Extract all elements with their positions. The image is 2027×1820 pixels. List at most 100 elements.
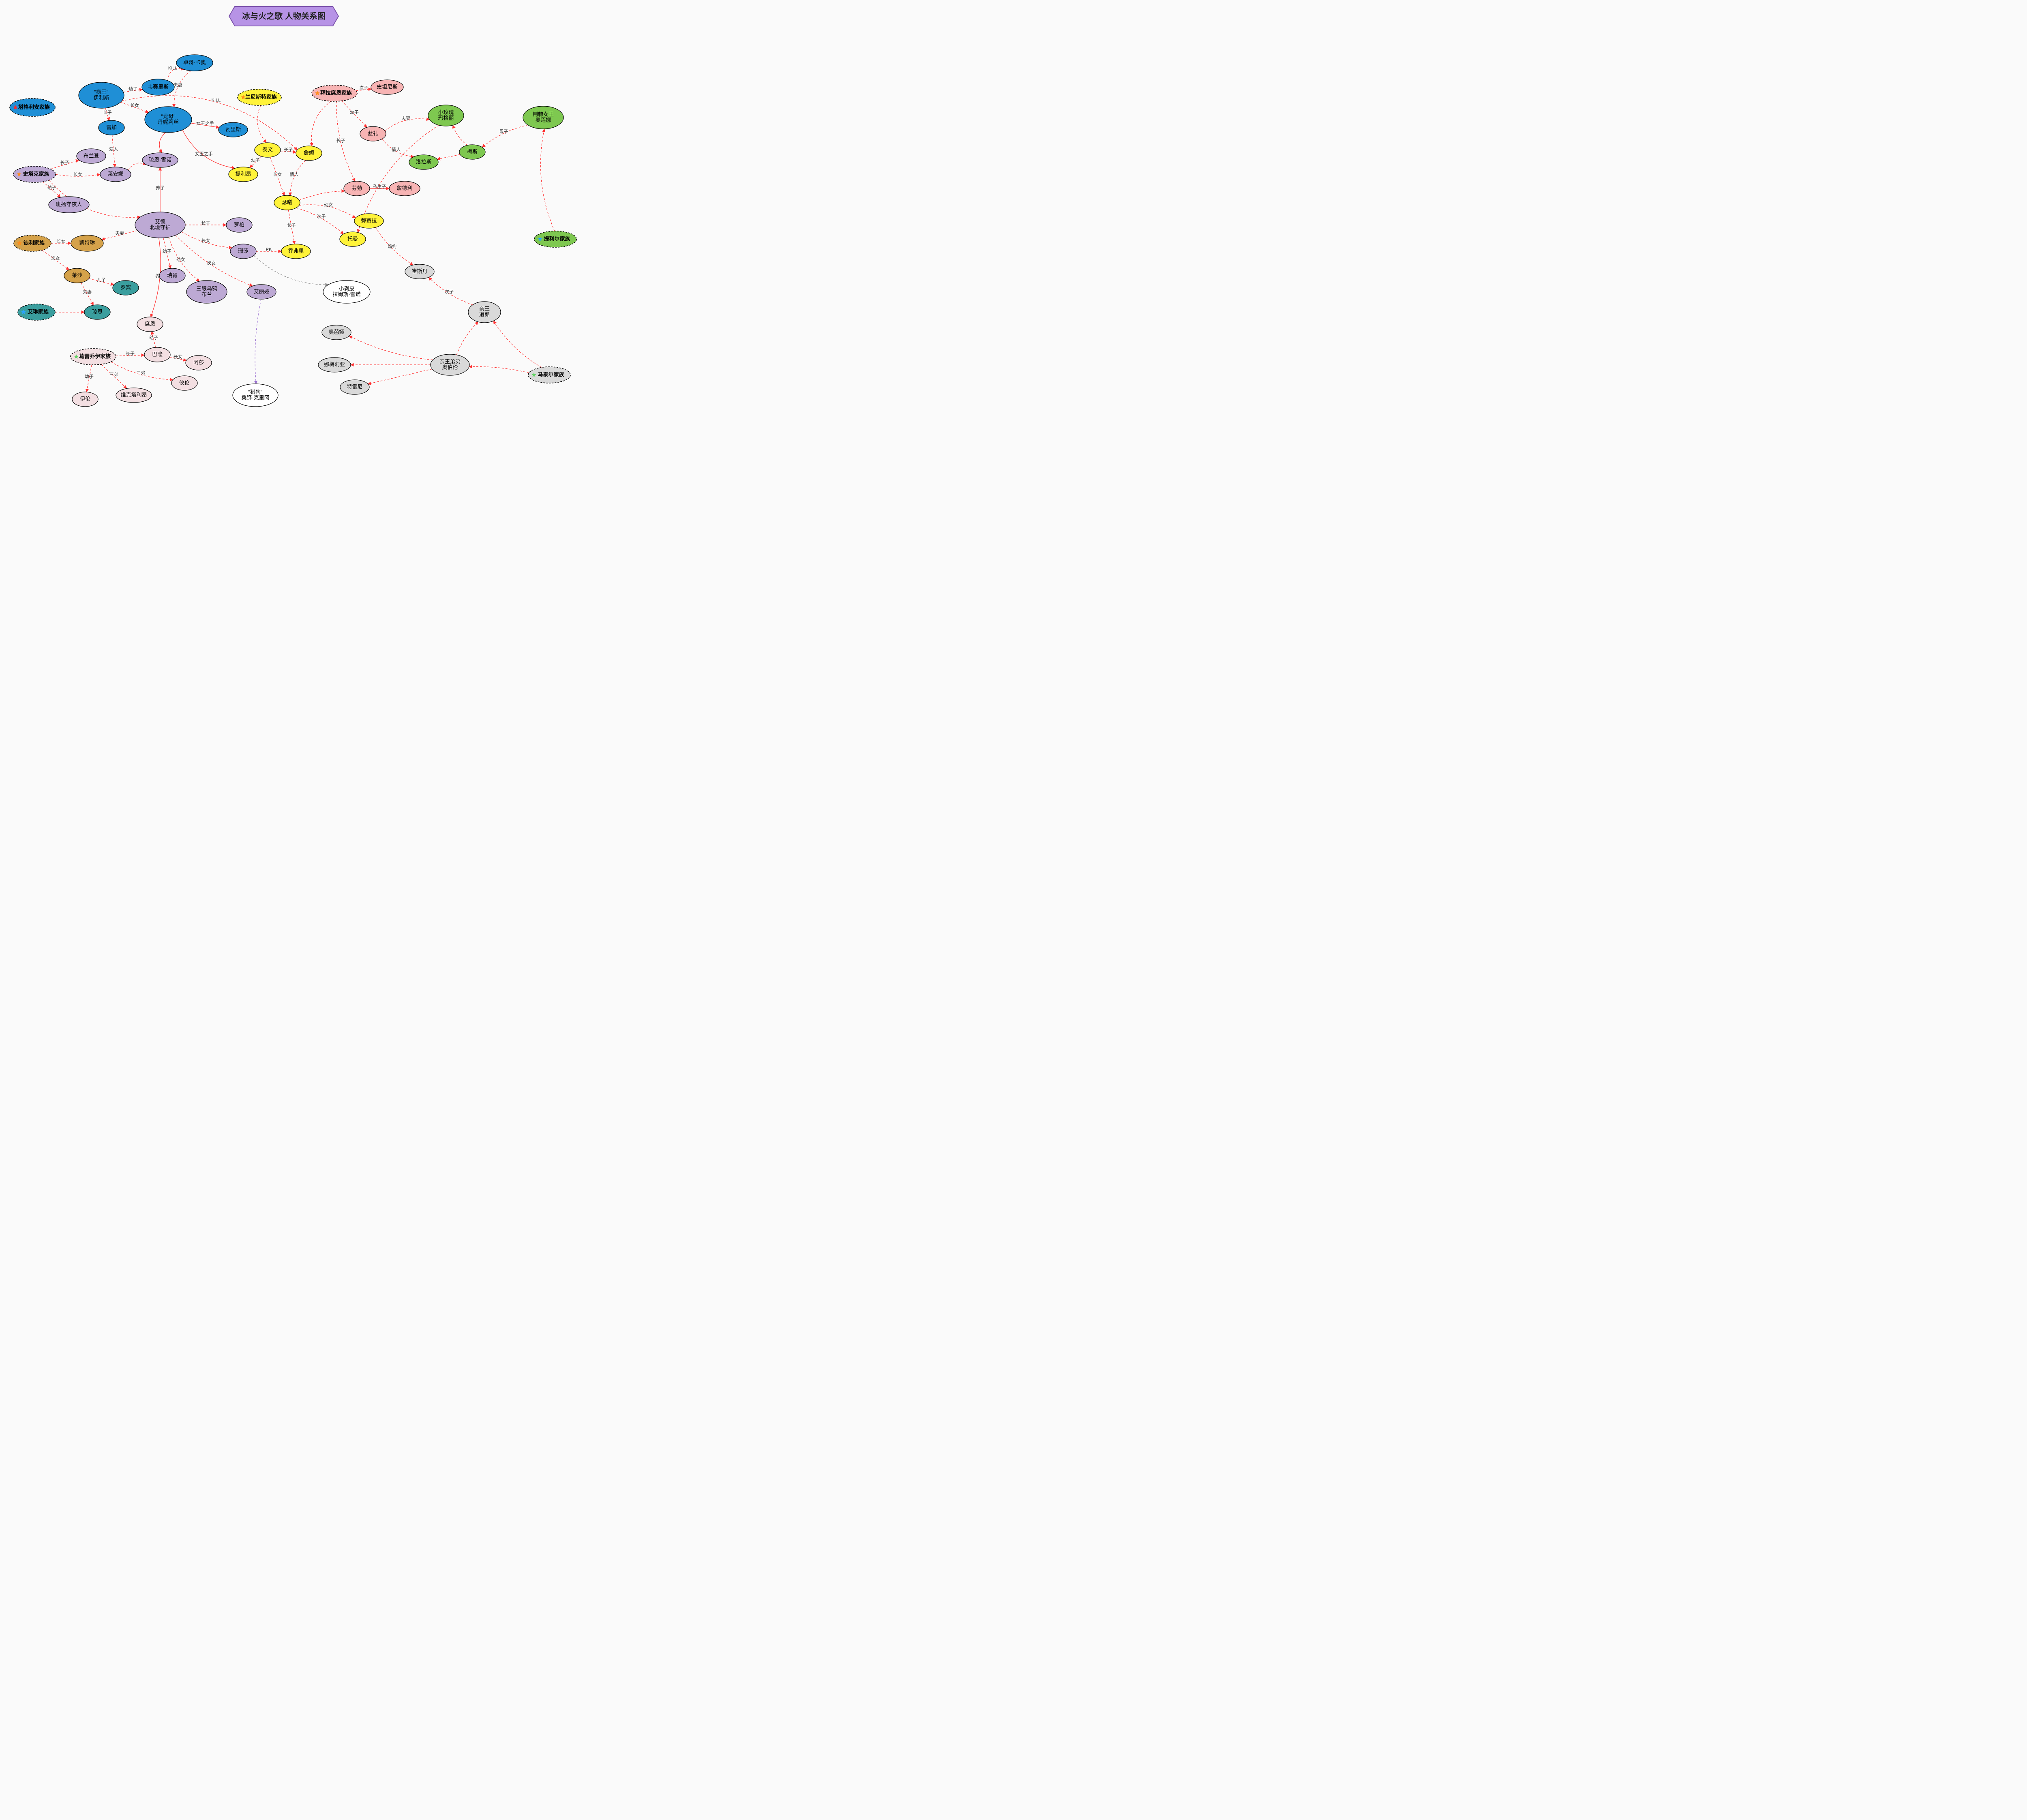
edge-baratheon_house-stannis	[356, 89, 371, 90]
node-greyjoy_house: 葛雷乔伊家族	[71, 349, 116, 365]
edge-renly-margaery	[385, 119, 429, 131]
diagram-title-text: 冰与火之歌 人物关系图	[242, 11, 326, 21]
node-baratheon_house: 拜拉席恩家族	[312, 85, 357, 101]
edge-label-aerys-rhaegar: 长子	[103, 110, 112, 115]
edge-label-aerys-viserys: 幼子	[129, 86, 137, 92]
edge-baratheon_house-jaime	[311, 101, 331, 146]
node-oberyn: 亲王弟弟奥伯伦	[431, 354, 469, 375]
edge-tywin-jaime	[281, 151, 296, 152]
edge-stark_house-brandon	[51, 160, 79, 169]
edge-eddard-theon	[151, 238, 161, 317]
node-tywin: 泰文	[255, 143, 281, 157]
nodes-layer: 塔格利安家族"疯王"伊利斯韦赛里斯卓哥·卡奥"龙母"丹妮莉丝雷加瓦里斯史塔克家族…	[10, 55, 576, 407]
edge-label-greyjoy_house-aeron: 幼子	[85, 374, 94, 379]
node-robin: 罗宾	[113, 280, 139, 295]
relationship-diagram: 幼子长女长子KILL夫妻女王之手女王之手爱人KILL长子长女幼子夫妻养子长子长女…	[0, 0, 608, 430]
node-jaime: 詹姆	[296, 146, 322, 161]
node-tully_house: 徒利家族	[14, 235, 51, 251]
node-asha: 阿莎	[186, 355, 212, 370]
edge-jaime-cersei	[290, 160, 306, 195]
node-doran: 亲王道郎	[468, 302, 501, 323]
edge-viserys-drogo	[168, 69, 184, 81]
edge-label-greyjoy_house-victarion: 三弟	[109, 372, 118, 377]
node-theon: 席恩	[137, 317, 163, 332]
node-victarion: 维克塔利昂	[116, 388, 152, 403]
edge-oberyn-tyene	[368, 369, 432, 384]
node-cersei: 瑟曦	[274, 195, 300, 210]
node-euron: 攸伦	[171, 376, 197, 390]
node-lyanna: 莱安娜	[100, 167, 131, 182]
edge-greyjoy_house-aeron	[86, 365, 92, 392]
node-mace: 梅斯	[459, 145, 485, 159]
diagram-title: 冰与火之歌 人物关系图	[229, 6, 339, 26]
node-tyrion: 提利昂	[229, 167, 258, 182]
node-arya: 艾丽娅	[247, 285, 276, 299]
node-benjen: 班扬守夜人	[49, 197, 89, 213]
edge-cersei-joffrey	[288, 210, 294, 244]
node-drogo: 卓哥·卡奥	[176, 55, 213, 71]
edge-eddard-rickon	[163, 238, 171, 268]
node-viserys: 韦赛里斯	[142, 79, 174, 95]
edge-daenerys-jon_snow	[159, 133, 165, 153]
edge-tywin-cersei	[270, 157, 285, 196]
node-eddard: 艾德北境守护	[135, 212, 185, 238]
edge-greyjoy_house-euron	[111, 362, 173, 380]
edge-label-tully_house-catelyn: 长女	[57, 238, 66, 244]
node-lysa: 莱沙	[64, 268, 90, 283]
edge-label-drogo-daenerys: 夫妻	[174, 82, 182, 88]
edge-cersei-robert	[299, 191, 345, 200]
node-gendry: 詹德利	[389, 181, 420, 196]
node-targaryen_house: 塔格利安家族	[10, 98, 55, 116]
node-jon_snow: 琼恩·雪诺	[142, 153, 178, 167]
node-nymeria: 娜梅莉亚	[318, 358, 351, 372]
node-loras: 洛拉斯	[409, 155, 438, 169]
node-joffrey: 乔弗里	[281, 244, 311, 259]
node-obara: 奥芭娅	[322, 325, 351, 340]
edge-label-cersei-joffrey: 长子	[287, 223, 296, 228]
node-margaery: 小玫瑰玛格丽	[428, 105, 464, 126]
edge-baratheon_house-robert	[336, 101, 355, 181]
node-jon_arryn: 琼恩	[84, 305, 110, 319]
edge-drogo-daenerys	[174, 71, 191, 107]
edge-daenerys-varys	[191, 123, 219, 128]
edge-greyjoy_house-balon	[116, 355, 144, 356]
node-trystane: 崔斯丹	[405, 264, 434, 279]
edge-cersei-tommen	[296, 208, 343, 234]
edge-aerys-rhaegar	[105, 108, 109, 121]
edge-olenna-mace	[482, 125, 528, 147]
edge-sansa-ramsay	[254, 255, 328, 285]
edge-renly-loras	[382, 139, 414, 157]
edge-lyanna-jon_snow	[129, 163, 146, 170]
node-arryn_house: 艾琳家族	[18, 304, 55, 320]
edge-tywin-tyrion	[250, 156, 261, 168]
edge-doran-trystane	[429, 277, 473, 305]
edge-label-tully_house-lysa: 次女	[51, 255, 60, 261]
edge-tully_house-lysa	[42, 250, 69, 270]
edge-eddard-arya	[176, 235, 253, 286]
node-daenerys: "龙母"丹妮莉丝	[145, 107, 192, 133]
node-brandon: 布兰登	[77, 149, 106, 163]
edge-balon-asha	[169, 357, 186, 360]
node-ramsay: 小剥皮拉姆斯·雪诺	[323, 280, 370, 303]
edge-label-tywin-cersei: 长女	[273, 171, 282, 177]
edge-martell_house-oberyn	[469, 367, 529, 373]
edge-eddard-catelyn	[102, 231, 137, 240]
edge-eddard-sansa	[182, 232, 232, 248]
edge-martell_house-doran	[493, 321, 542, 368]
node-rickon: 瑞肯	[159, 268, 185, 283]
edge-oberyn-doran	[456, 322, 478, 355]
node-bran: 三眼乌鸦布兰	[186, 280, 227, 303]
edge-aerys-daenerys	[120, 102, 148, 112]
edge-lannister_house-tywin	[257, 105, 266, 143]
edge-lysa-jon_arryn	[81, 283, 94, 305]
node-tyrell_house: 提利尔家族	[534, 231, 576, 247]
edges-layer: 幼子长女长子KILL夫妻女王之手女王之手爱人KILL长子长女幼子夫妻养子长子长女…	[42, 66, 555, 392]
node-martell_house: 马泰尔家族	[528, 367, 570, 383]
node-catelyn: 凯特琳	[71, 235, 103, 251]
edge-baratheon_house-renly	[342, 101, 367, 127]
node-myrcella: 弥赛拉	[354, 214, 384, 228]
edge-oberyn-obara	[349, 336, 433, 360]
edge-cersei-myrcella	[299, 205, 356, 218]
node-stannis: 史坦尼斯	[371, 80, 403, 94]
node-olenna: 荆棘女王奥莲娜	[523, 106, 564, 129]
